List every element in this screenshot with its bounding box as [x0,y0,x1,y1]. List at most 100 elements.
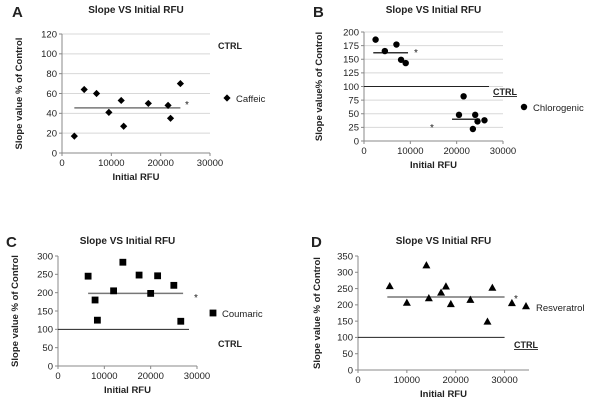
ctrl-label: CTRL [218,41,242,51]
data-point [164,101,172,109]
x-tick-label: 30000 [491,375,517,386]
y-tick-label: 60 [46,89,57,100]
data-point [147,290,155,297]
y-tick-label: 0 [354,136,359,147]
x-tick-label: 20000 [443,375,469,386]
y-axis-label: Slope value % of Control [14,38,25,150]
x-tick-label: 30000 [184,371,210,382]
x-tick-label: 20000 [147,158,173,169]
y-tick-label: 0 [48,361,53,372]
data-point [135,271,143,279]
data-point [469,125,477,133]
data-point [93,316,101,324]
y-tick-label: 40 [46,109,57,120]
data-point [110,287,117,295]
data-point [460,93,467,100]
legend-label: Coumaric [222,309,263,320]
legend-marker [522,302,530,310]
y-tick-label: 250 [37,270,53,281]
chart-title: Slope VS Initial RFU [88,5,184,16]
y-tick-label: 100 [343,82,359,93]
y-tick-label: 200 [37,288,53,299]
data-point [105,108,113,116]
ctrl-label: CTRL [493,87,517,97]
data-point [372,36,379,43]
data-point [80,85,88,94]
data-point [393,41,400,48]
y-tick-label: 50 [42,343,53,354]
data-point [170,281,178,289]
x-tick-label: 0 [355,375,360,386]
x-tick-label: 0 [361,146,366,157]
y-tick-label: 200 [337,300,353,311]
y-tick-label: 50 [348,109,359,120]
y-tick-label: 250 [337,284,353,295]
significance-star: * [185,100,189,111]
data-point [92,89,101,98]
x-tick-label: 30000 [490,146,516,157]
data-point [402,59,409,67]
y-tick-label: 300 [37,251,53,262]
data-point [385,281,394,290]
x-tick-label: 10000 [98,158,124,169]
y-tick-label: 150 [343,55,359,66]
data-point [166,114,175,122]
y-tick-label: 100 [337,333,353,344]
y-tick-label: 120 [41,29,57,40]
panel-letter: D [311,234,322,251]
y-tick-label: 0 [52,148,57,159]
data-point [472,111,479,119]
data-point [144,99,152,108]
x-axis-label: Initial RFU [104,385,151,396]
legend-marker [209,309,217,317]
data-point [466,295,475,303]
data-point [120,122,128,130]
y-tick-label: 100 [41,49,57,60]
legend-label: Caffeic [236,94,266,105]
x-tick-label: 30000 [197,158,223,169]
data-point [176,79,184,88]
y-tick-label: 25 [348,123,359,134]
x-tick-label: 10000 [394,375,420,386]
legend-marker [223,94,231,102]
panel-c: C Slope VS Initial RFU 0 50 100 150 200 250 3000… [6,234,263,396]
data-point [70,132,78,140]
data-point [402,298,411,306]
y-tick-label: 300 [337,268,353,279]
y-tick-label: 350 [337,251,353,262]
x-axis-label: Initial RFU [113,172,160,183]
data-point [481,117,488,124]
x-axis-label: Initial RFU [410,160,457,171]
y-axis-label: Slope value% of Control [314,32,325,141]
data-point [437,288,446,296]
panel-b: B Slope VS Initial RFU 0 25 50 75 100 125 150 175… [313,4,584,171]
data-point [422,261,431,269]
data-point [424,294,433,302]
chart-title: Slope VS Initial RFU [80,236,176,247]
x-tick-label: 0 [59,158,64,169]
x-tick-label: 10000 [397,146,423,157]
data-point [177,317,185,325]
data-point [119,258,127,266]
y-tick-label: 175 [343,41,359,52]
data-point [441,282,450,290]
y-axis-label: Slope value % of Control [10,255,21,367]
y-axis-label: Slope value % of Control [312,257,323,369]
y-tick-label: 100 [37,325,53,336]
y-tick-label: 150 [337,316,353,327]
y-tick-label: 75 [348,95,359,106]
data-point [154,272,162,280]
y-tick-label: 0 [348,365,353,376]
data-point [91,296,99,304]
y-tick-label: 80 [46,69,57,80]
legend-label: Resveratrol [536,303,585,314]
panel-letter: C [6,234,17,251]
y-tick-label: 125 [343,68,359,79]
data-point [488,283,497,291]
data-point [474,118,481,125]
data-point [117,96,125,105]
panel-a: A Slope VS Initial RFU 0 20 40 60 80 100 120 0 100… [12,4,266,183]
y-tick-label: 200 [343,27,359,38]
y-tick-label: 150 [37,306,53,317]
data-point [381,47,389,55]
